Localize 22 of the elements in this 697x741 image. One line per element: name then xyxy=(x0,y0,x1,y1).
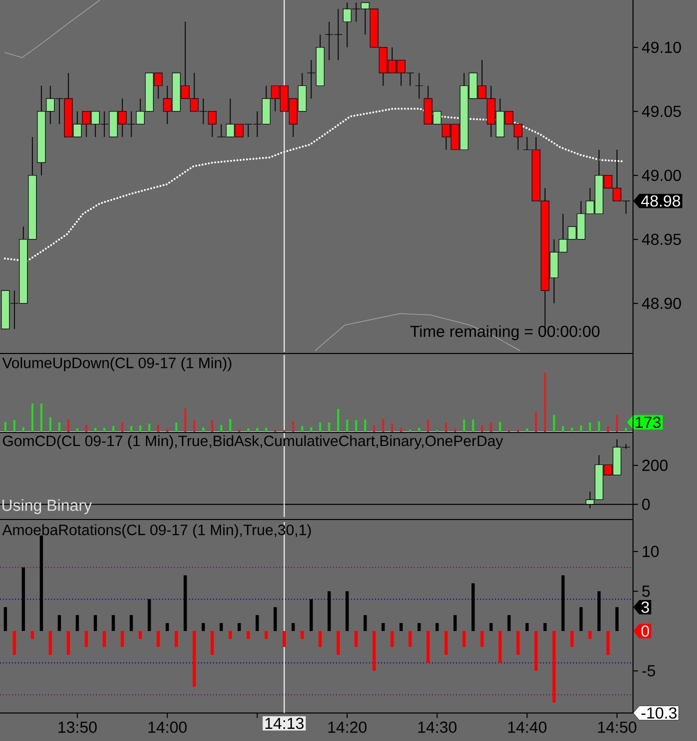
ref-line-label: 14:13 xyxy=(265,718,304,730)
y-tick-label: 200 xyxy=(642,460,668,472)
x-tick-label: 14:00 xyxy=(148,722,187,733)
y-tick-label: 49.00 xyxy=(642,170,681,182)
y-tick-label: 48.95 xyxy=(642,234,681,246)
x-tick-label: 14:30 xyxy=(418,722,456,733)
y-tick-label: -5 xyxy=(642,665,656,676)
x-tick-label: 14:40 xyxy=(508,722,546,733)
y-tick-label: 49.05 xyxy=(642,106,681,118)
text: 3 xyxy=(641,602,649,613)
x-tick-label: 14:50 xyxy=(598,722,636,733)
y-tick-label: 10 xyxy=(642,546,659,558)
y-tick-label: 5 xyxy=(642,586,650,597)
x-tick-label: 13:50 xyxy=(58,722,97,733)
text: -10.3 xyxy=(641,707,677,719)
chart-title: VolumeUpDown(CL 09-17 (1 Min)) xyxy=(2,357,232,372)
text: 173 xyxy=(636,416,661,428)
y-tick-label: 49.10 xyxy=(642,42,681,54)
x-tick-label: 14:20 xyxy=(328,722,367,733)
y-tick-label: 0 xyxy=(642,498,650,510)
text: 48.98 xyxy=(641,195,680,207)
y-tick-label: 48.90 xyxy=(642,298,681,310)
